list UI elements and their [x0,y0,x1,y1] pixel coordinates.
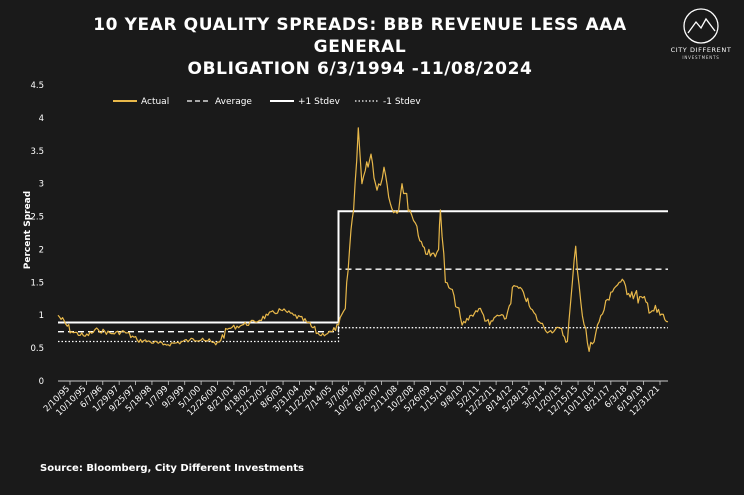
y-tick-label: 1.5 [30,278,44,288]
company-logo: CITY DIFFERENT INVESTMENTS [664,6,738,60]
chart-title-line-1: 10 YEAR QUALITY SPREADS: BBB REVENUE LES… [93,15,627,57]
legend-item: Average [187,97,252,107]
legend-item: -1 Stdev [355,97,421,107]
y-tick-label: 3 [39,180,44,190]
y-ticks: 0 0.5 1 1.5 2 2.5 3 3.5 4 4.5 [30,81,44,387]
y-tick-label: 1 [39,311,44,321]
legend-label: +1 Stdev [298,97,341,107]
logo-subtitle: INVESTMENTS [682,55,720,60]
legend: Actual Average +1 Stdev -1 Stdev [113,97,421,107]
series-line--1-stdev [58,210,668,324]
legend-item: Actual [113,97,169,107]
series-lines [57,127,669,352]
chart-title: 10 YEAR QUALITY SPREADS: BBB REVENUE LES… [60,14,660,80]
y-tick-label: 3.5 [30,147,44,157]
reference-lines [58,210,668,343]
legend-label: Actual [141,97,169,107]
series-line--1-stdev [58,327,668,343]
y-tick-label: 0 [39,377,44,387]
series-line-actual [57,127,669,352]
legend-label: -1 Stdev [383,97,421,107]
mountain-circle-icon [683,8,719,44]
y-tick-label: 4.5 [30,81,44,91]
logo-name: CITY DIFFERENT [670,46,732,54]
y-tick-label: 4 [39,114,44,124]
y-tick-label: 2 [39,245,44,255]
x-ticks: 2/10/9510/10/956/7/961/29/979/25/975/18/… [42,381,662,418]
legend-item: +1 Stdev [270,97,341,107]
y-tick-label: 0.5 [30,344,44,354]
y-tick-label: 2.5 [30,213,44,223]
chart-title-line-2: OBLIGATION 6/3/1994 -11/08/2024 [187,59,533,79]
legend-label: Average [215,97,252,107]
source-note: Source: Bloomberg, City Different Invest… [40,463,305,474]
